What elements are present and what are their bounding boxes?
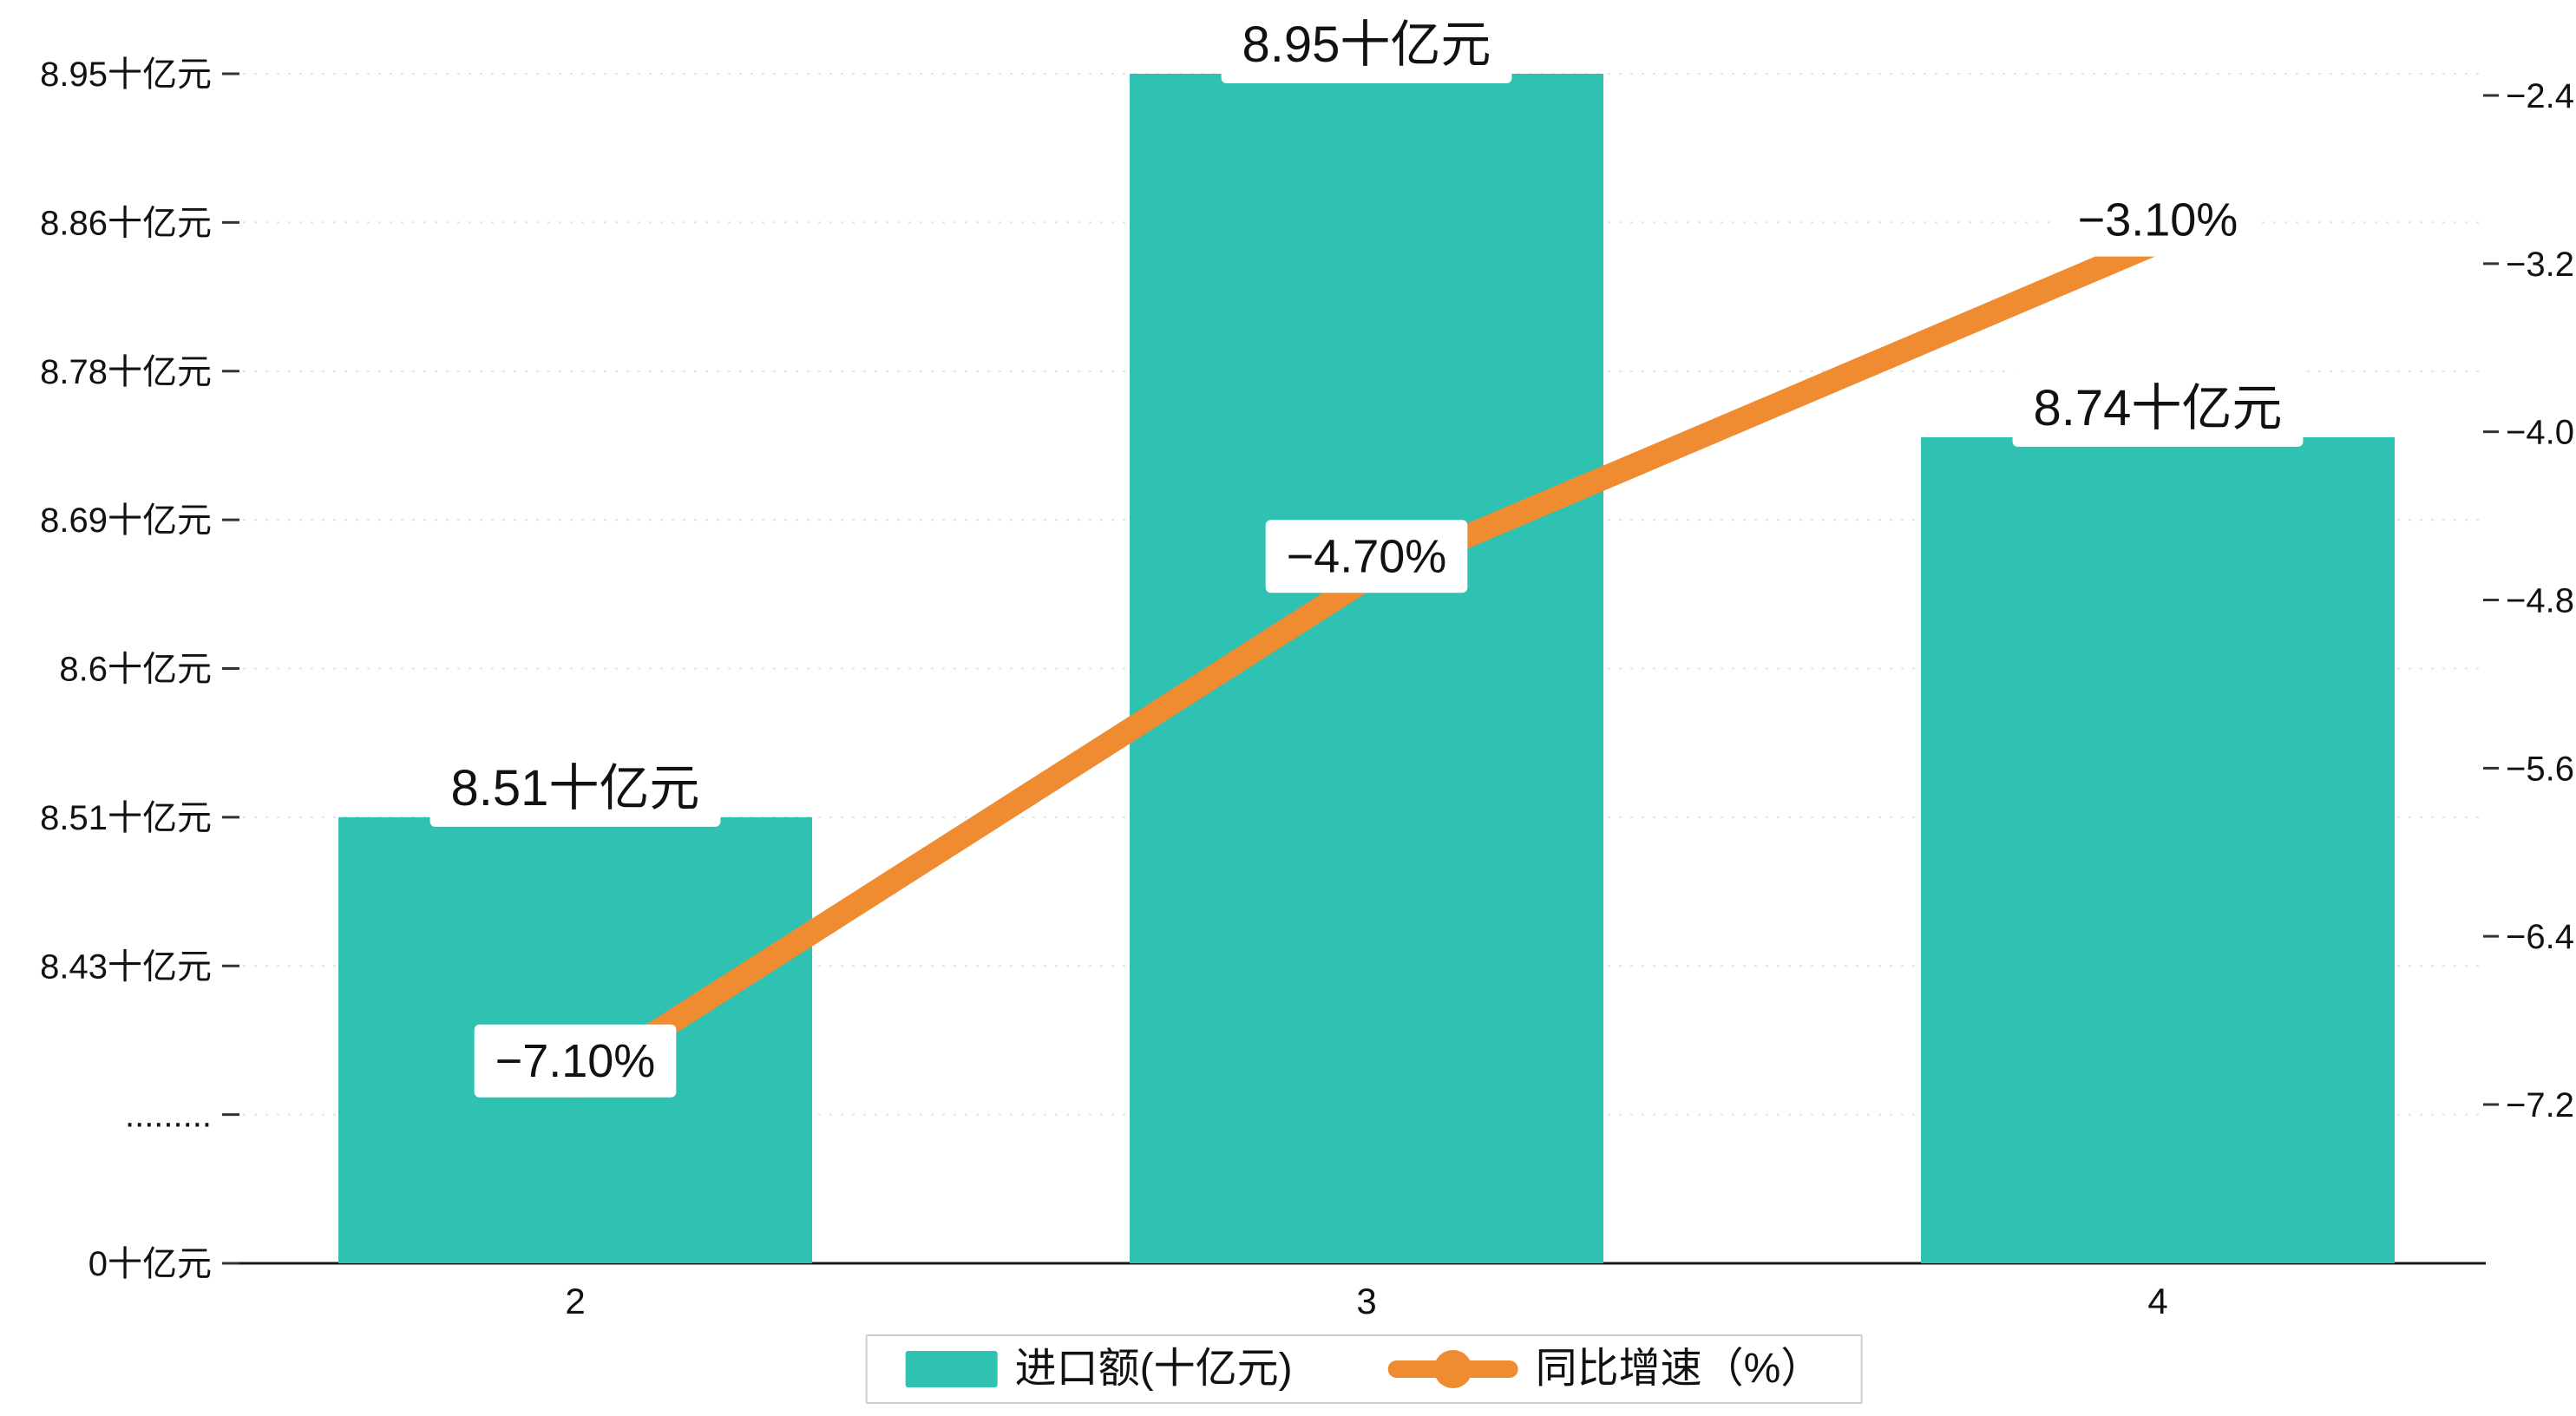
bar-data-label: 8.95十亿元 [1242, 16, 1491, 73]
right-axis-label: −7.2 [2506, 1086, 2574, 1124]
left-axis-label: 0十亿元 [88, 1245, 212, 1283]
bar-data-label-box [2012, 369, 2304, 447]
left-axis-label: 8.86十亿元 [40, 204, 212, 242]
right-axis-label: −4.0 [2506, 414, 2574, 452]
line-swatch-icon [1387, 1348, 1518, 1390]
left-axis-label: 8.6十亿元 [59, 651, 212, 689]
line-data-label-box [474, 1024, 677, 1098]
left-axis-label: 8.43十亿元 [40, 947, 212, 986]
x-axis-label: 4 [2147, 1281, 2167, 1321]
line-data-label: −7.10% [495, 1035, 656, 1087]
bar-swatch-icon [905, 1351, 998, 1387]
line-data-label: −3.10% [2078, 194, 2238, 246]
bar-data-label: 8.51十亿元 [451, 760, 700, 816]
legend: 进口额(十亿元) 同比增速（%） [865, 1334, 1863, 1404]
right-axis-label: −2.4 [2506, 77, 2574, 115]
legend-item-import-amount: 进口额(十亿元) [905, 1346, 1293, 1392]
bar-data-label-box [429, 749, 721, 827]
bar-data-label-box [1221, 6, 1512, 83]
line-swatch-dot-icon [1433, 1350, 1472, 1388]
right-axis-label: −5.6 [2506, 750, 2574, 788]
x-axis-label: 3 [1356, 1281, 1376, 1321]
left-axis-label: 8.51十亿元 [40, 799, 212, 837]
legend-label-import-amount: 进口额(十亿元) [1014, 1346, 1293, 1392]
left-axis-label: 8.69十亿元 [40, 502, 212, 540]
bar-column [1130, 74, 1603, 1263]
legend-item-yoy-growth: 同比增速（%） [1387, 1346, 1823, 1392]
line-data-label: −4.70% [1287, 530, 1447, 582]
line-data-label-box [2056, 183, 2259, 257]
left-axis-label: ......... [125, 1097, 212, 1135]
right-axis-label: −4.8 [2506, 582, 2574, 620]
legend-label-yoy-growth: 同比增速（%） [1535, 1346, 1823, 1392]
bar-column [1921, 436, 2395, 1264]
left-axis-label: 8.78十亿元 [40, 353, 212, 391]
right-axis-label: −6.4 [2506, 918, 2574, 956]
bar-data-label: 8.74十亿元 [2034, 380, 2283, 436]
x-axis-label: 2 [565, 1281, 585, 1321]
line-data-label-box [1265, 520, 1468, 593]
left-axis-label: 8.95十亿元 [40, 56, 212, 94]
right-axis-label: −3.2 [2506, 246, 2574, 284]
